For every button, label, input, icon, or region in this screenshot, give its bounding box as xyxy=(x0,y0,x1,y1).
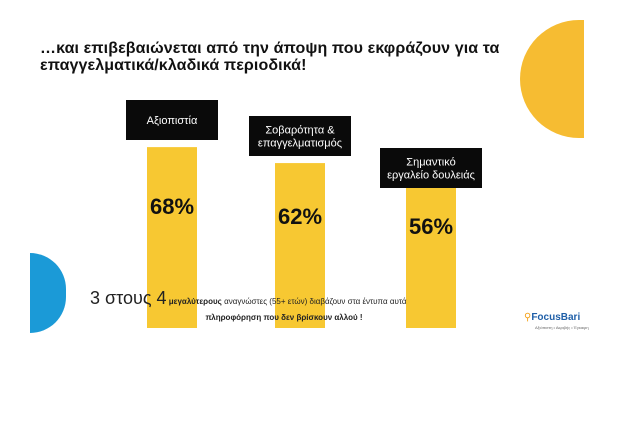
caption: 3 στους 4 μεγαλύτερους αναγνώστες (55+ ε… xyxy=(90,289,490,322)
bar-1 xyxy=(147,147,197,328)
logo-name: FocusBari xyxy=(531,312,581,323)
caption-rest: αναγνώστες (55+ ετών) διαβάζουν στα έντυ… xyxy=(224,297,407,306)
focusbari-logo: ⚲FocusBari xyxy=(524,312,580,323)
category-label-3-line-2: εργαλείο δουλειάς xyxy=(387,170,475,182)
category-label-box-2 xyxy=(249,116,351,156)
category-label-box-1 xyxy=(126,100,218,140)
category-label-2-line-2: επαγγελματισμός xyxy=(258,138,342,150)
category-label-3-line-1: Σημαντικό xyxy=(406,157,455,169)
bar-value-label-1: 68% xyxy=(150,194,194,219)
caption-line-2: πληροφόρηση που δεν βρίσκουν αλλού ! xyxy=(205,313,363,322)
bar-2 xyxy=(275,163,325,328)
bar-3 xyxy=(406,179,456,328)
slide-title: …και επιβεβαιώνεται από την άποψη που εκ… xyxy=(40,40,500,74)
caption-bold-word: μεγαλύτερους xyxy=(168,297,222,306)
logo-tagline: Αξιόπιστη • Ακριβής • Έγκαιρη xyxy=(535,325,589,330)
caption-emphasis: 3 στους 4 xyxy=(90,288,167,308)
magnifier-icon: ⚲ xyxy=(524,312,532,323)
category-label-box-3 xyxy=(380,148,482,188)
bar-value-label-3: 56% xyxy=(409,214,453,239)
category-label-1-line-1: Αξιοπιστία xyxy=(147,115,198,127)
category-label-2-line-1: Σοβαρότητα & xyxy=(265,125,335,137)
bar-value-label-2: 62% xyxy=(278,204,322,229)
